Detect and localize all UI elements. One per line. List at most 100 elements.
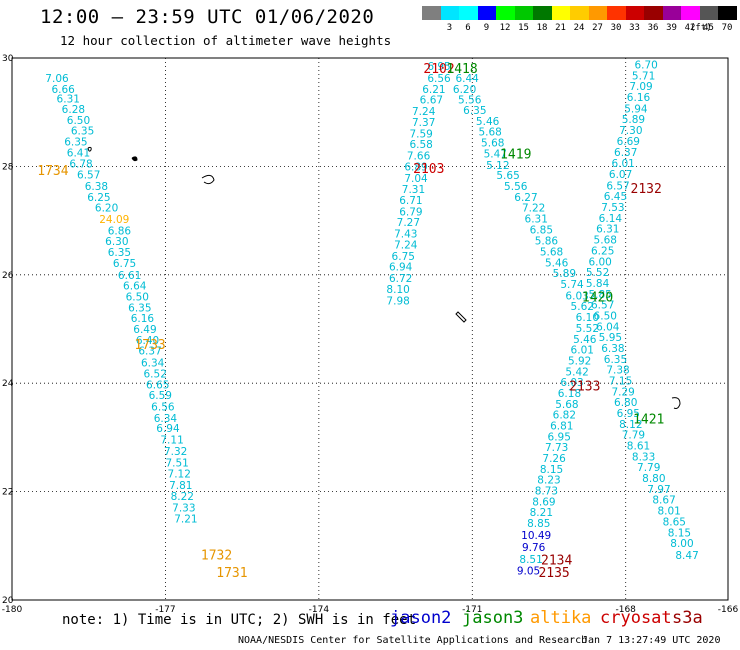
wave-height-value: 6.30 bbox=[105, 236, 128, 248]
legend-swatch bbox=[570, 6, 589, 20]
wave-height-value: 5.86 bbox=[535, 236, 559, 248]
wave-height-value: 8.80 bbox=[642, 473, 665, 485]
legend-swatch bbox=[496, 6, 515, 20]
wave-height-value: 5.84 bbox=[586, 278, 610, 290]
wave-height-value: 6.16 bbox=[627, 92, 651, 104]
wave-height-value: 6.31 bbox=[596, 224, 619, 236]
legend-label: 21 bbox=[555, 23, 566, 33]
wave-height-value: 6.75 bbox=[392, 251, 415, 263]
wave-height-value: 8.69 bbox=[532, 496, 555, 508]
wave-height-value: 5.68 bbox=[478, 127, 501, 139]
wave-height-value: 7.26 bbox=[542, 453, 566, 465]
wave-height-value: 6.03 bbox=[565, 290, 588, 302]
wave-height-value: 5.95 bbox=[599, 332, 622, 344]
pass-time-label: 2102 bbox=[423, 62, 454, 77]
wave-height-value: 5.52 bbox=[586, 267, 609, 279]
wave-height-value: 6.25 bbox=[87, 192, 110, 204]
legend-label: 12 bbox=[499, 23, 511, 33]
satellite-name-jason2: jason2 bbox=[390, 608, 452, 628]
legend-swatch bbox=[699, 6, 719, 20]
pass-time-label: 1734 bbox=[37, 164, 68, 179]
legend-swatch bbox=[514, 6, 534, 20]
legend-swatch bbox=[718, 6, 737, 20]
wave-height-value: 5.94 bbox=[624, 103, 648, 115]
wave-height-value: 7.32 bbox=[164, 446, 187, 458]
lon-tick-label: -171 bbox=[462, 605, 482, 615]
pass-time-label: 1419 bbox=[500, 147, 531, 162]
wave-height-value: 6.34 bbox=[154, 413, 178, 425]
wave-height-value: 6.59 bbox=[149, 390, 172, 402]
wave-height-value: 6.65 bbox=[146, 379, 169, 391]
wave-height-value: 9.76 bbox=[522, 542, 546, 554]
wave-height-value: 6.28 bbox=[62, 104, 85, 116]
wave-height-value: 6.94 bbox=[156, 423, 180, 435]
legend-label: 36 bbox=[647, 23, 659, 33]
wave-height-value: 7.15 bbox=[609, 375, 632, 387]
wave-height-value: 6.31 bbox=[525, 213, 548, 225]
wave-height-value: 5.68 bbox=[594, 235, 617, 247]
wave-height-value: 6.21 bbox=[422, 84, 445, 96]
legend-swatch bbox=[422, 6, 441, 20]
wave-height-value: 6.40 bbox=[136, 335, 159, 347]
wave-height-value: 6.89 bbox=[404, 161, 427, 173]
pass-time-label: 2103 bbox=[413, 162, 444, 177]
lat-tick-label: 22 bbox=[2, 488, 13, 498]
wave-height-value: 7.06 bbox=[45, 73, 69, 85]
pass-time-label: 1732 bbox=[201, 548, 232, 563]
legend-label: 9 bbox=[483, 23, 490, 33]
wave-height-value: 8.21 bbox=[530, 507, 553, 519]
wave-height-value: 5.62 bbox=[571, 301, 594, 313]
wave-height-value: 7.53 bbox=[601, 202, 624, 214]
wave-height-value: 9.05 bbox=[517, 566, 540, 578]
wave-height-value: 6.35 bbox=[604, 354, 627, 366]
generation-timestamp: Jan 7 13:27:49 UTC 2020 bbox=[582, 635, 721, 646]
pass-time-label: 1418 bbox=[446, 62, 477, 77]
wave-height-value: 6.72 bbox=[389, 273, 412, 285]
wave-height-value: 5.56 bbox=[504, 181, 528, 193]
wave-height-value: 6.52 bbox=[144, 368, 167, 380]
wave-height-value: 7.24 bbox=[394, 239, 418, 251]
wave-height-value: 7.04 bbox=[404, 173, 428, 185]
page-subtitle: 12 hour collection of altimeter wave hei… bbox=[60, 33, 392, 48]
wave-height-value: 6.85 bbox=[530, 224, 553, 236]
wave-height-value: 6.25 bbox=[591, 245, 614, 257]
wave-height-value: 7.43 bbox=[394, 229, 417, 241]
wave-height-value: 6.07 bbox=[609, 169, 632, 181]
pass-time-label: 1731 bbox=[216, 566, 247, 581]
legend-swatch bbox=[681, 6, 700, 20]
island-shape bbox=[131, 156, 138, 162]
legend-label: 39 bbox=[666, 23, 677, 33]
wave-height-value: 5.71 bbox=[632, 70, 655, 82]
legend-label: 30 bbox=[610, 23, 622, 33]
island-shape bbox=[455, 311, 467, 323]
wave-height-value: 7.98 bbox=[386, 295, 409, 307]
wave-height-value: 24.09 bbox=[99, 214, 129, 226]
wave-height-value: 7.79 bbox=[637, 462, 660, 474]
wave-height-value: 6.41 bbox=[67, 147, 90, 159]
wave-height-value: 6.35 bbox=[128, 302, 151, 314]
wave-height-value: 6.57 bbox=[591, 300, 614, 312]
lat-tick-label: 24 bbox=[2, 379, 14, 389]
wave-height-value: 5.46 bbox=[545, 257, 569, 269]
wave-height-value: 7.51 bbox=[165, 457, 188, 469]
wave-height-value: 6.04 bbox=[596, 321, 620, 333]
pass-time-label: 1421 bbox=[633, 412, 664, 427]
legend-label: 42 bbox=[684, 23, 696, 33]
wave-height-value: 5.85 bbox=[588, 289, 611, 301]
wave-height-value: 5.74 bbox=[560, 279, 584, 291]
wave-height-value: 6.94 bbox=[389, 262, 413, 274]
legend-label: 45 bbox=[703, 23, 714, 33]
legend-label: 6 bbox=[465, 23, 471, 33]
wave-height-value: 5.56 bbox=[458, 95, 482, 107]
legend-label: 18 bbox=[536, 23, 548, 33]
wave-height-value: 6.20 bbox=[453, 84, 476, 96]
lat-tick-label: 26 bbox=[2, 271, 14, 281]
wave-height-value: 6.37 bbox=[614, 147, 637, 159]
wave-height-value: 7.09 bbox=[629, 81, 652, 93]
wave-height-value: 6.75 bbox=[113, 258, 136, 270]
wave-height-value: 6.50 bbox=[126, 291, 149, 303]
wave-height-value: 6.67 bbox=[420, 95, 443, 107]
wave-height-value: 6.61 bbox=[118, 270, 141, 282]
wave-height-value: 7.33 bbox=[172, 502, 195, 514]
